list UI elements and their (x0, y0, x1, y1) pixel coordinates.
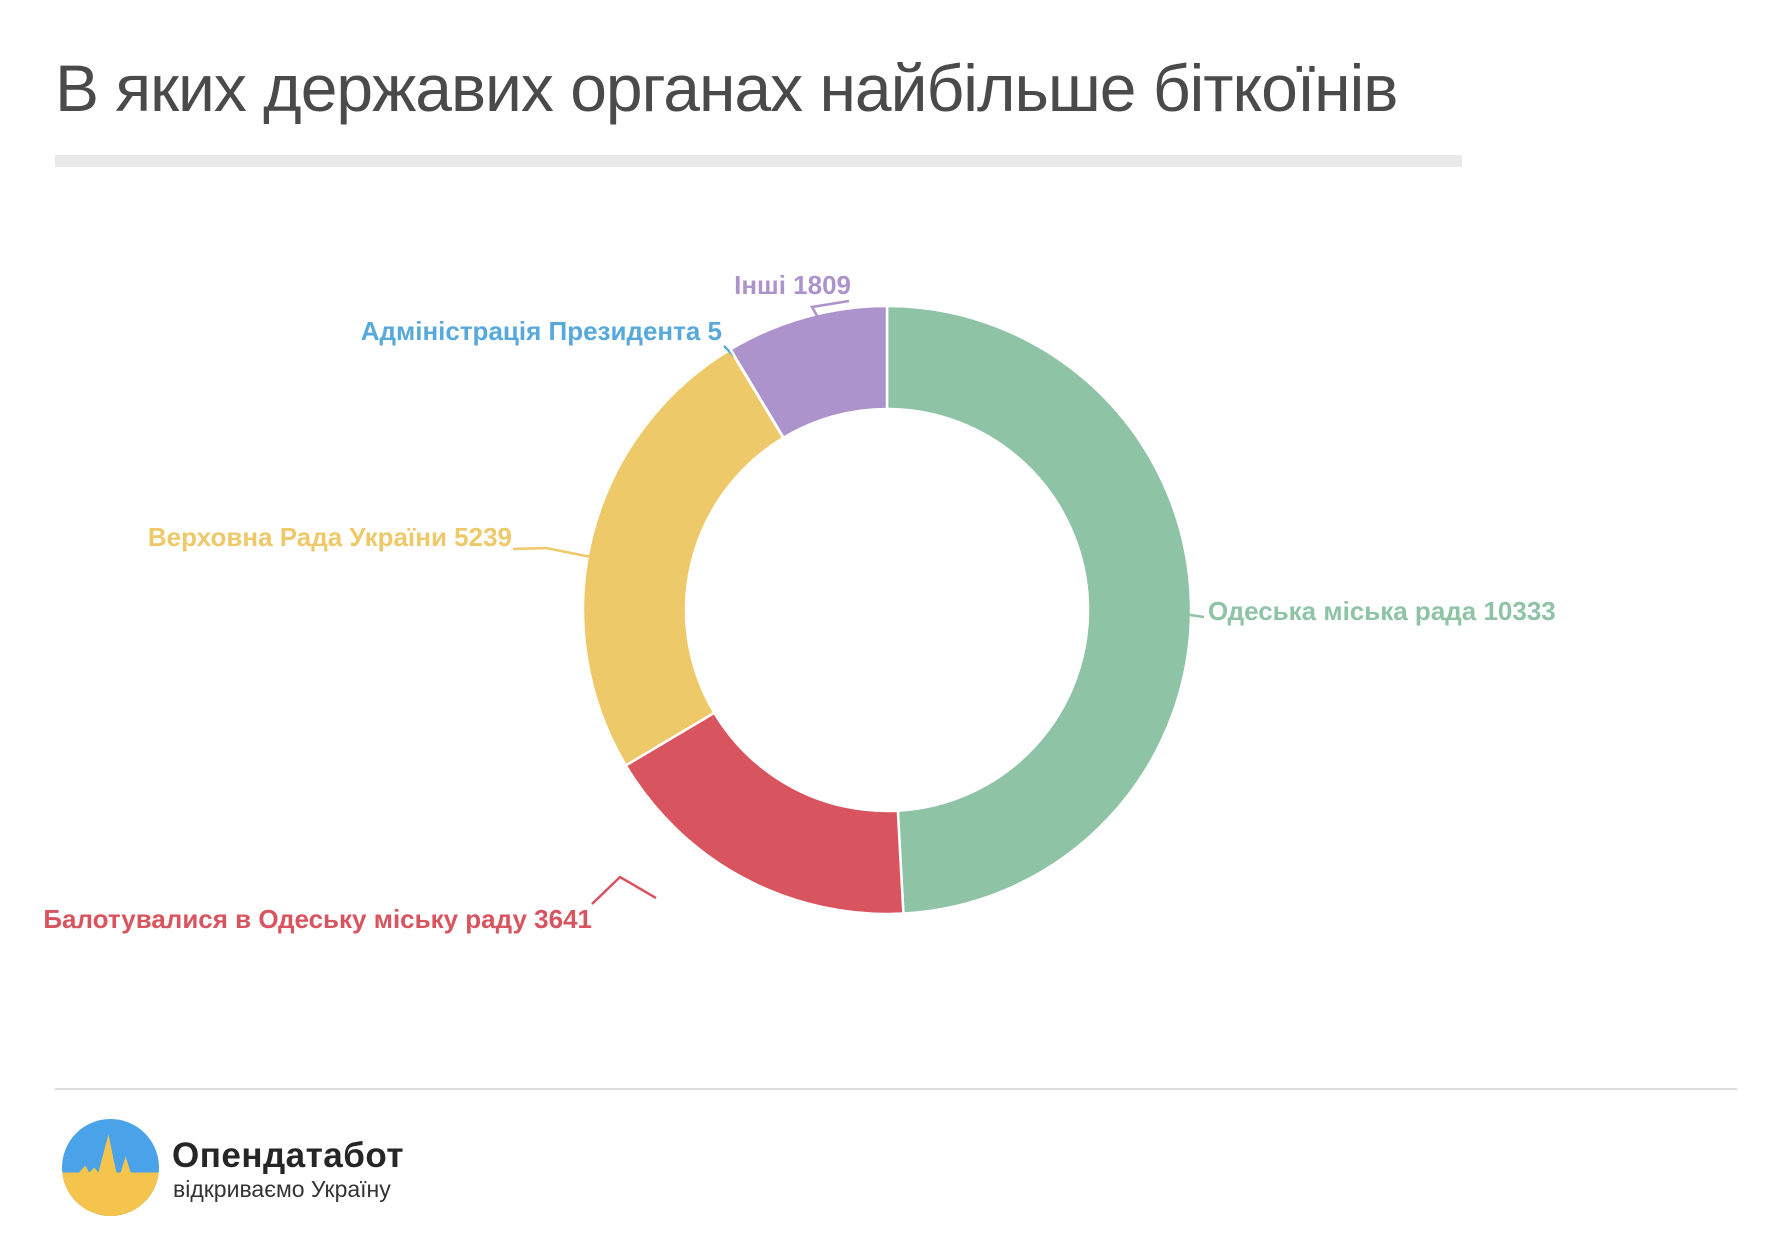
donut-slice (624, 711, 905, 916)
label-connector (591, 875, 657, 905)
donut-slice (729, 304, 889, 439)
page-title: В яких державих органах найбільше біткої… (55, 51, 1398, 125)
label-connector (512, 546, 592, 559)
footer-divider (55, 1088, 1737, 1090)
brand-name: Опендатабот (172, 1136, 405, 1175)
slice-label: Балотувалися в Одеську міську раду 3641 (43, 904, 592, 934)
logo-mountains (62, 1134, 159, 1216)
brand-tagline: відкриваємо Україну (173, 1176, 391, 1202)
slice-label: Верховна Рада України 5239 (147, 522, 512, 552)
label-connector (1175, 611, 1205, 619)
title-divider (55, 155, 1462, 167)
slice-label: Інші 1809 (734, 270, 851, 300)
slice-label: Одеська міська рада 10333 (1208, 596, 1556, 626)
label-connector (810, 299, 850, 322)
donut-slice (581, 348, 785, 767)
donut-slice (885, 304, 1193, 915)
slice-label: Адміністрація Президента 5 (360, 316, 722, 346)
opendatabot-logo (62, 1119, 159, 1216)
